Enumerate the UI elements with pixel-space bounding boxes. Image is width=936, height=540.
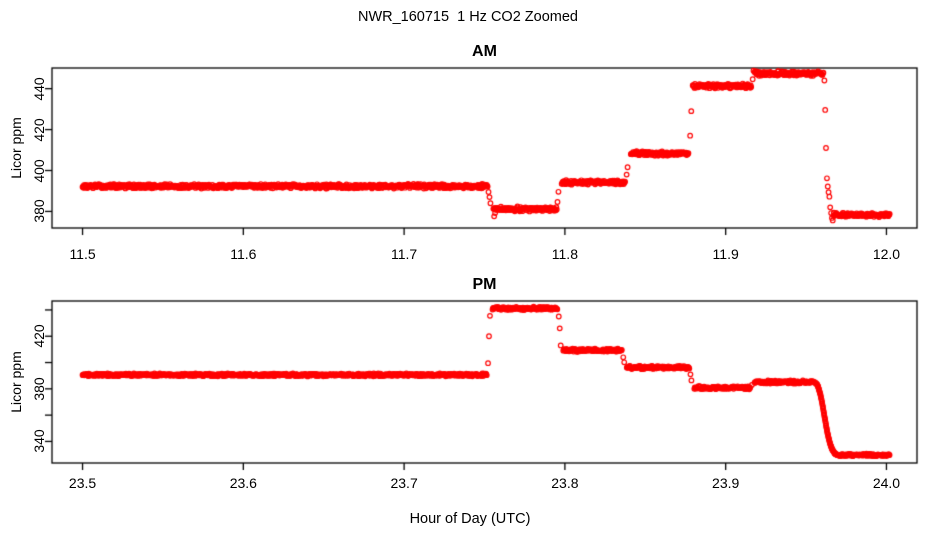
am-y-axis-label: Licor ppm bbox=[8, 117, 24, 179]
am-x-tick-label: 11.5 bbox=[69, 246, 96, 262]
pm-x-tick-label: 23.9 bbox=[712, 475, 740, 491]
am-x-tick-label: 11.8 bbox=[551, 246, 578, 262]
am-x-tick-label: 11.9 bbox=[712, 246, 739, 262]
pm-y-axis-label: Licor ppm bbox=[8, 351, 24, 413]
x-axis-label: Hour of Day (UTC) bbox=[409, 511, 531, 527]
am-y-tick-label: 440 bbox=[31, 76, 47, 101]
pm-x-tick-label: 24.0 bbox=[872, 475, 901, 491]
pm-y-tick-label: 340 bbox=[31, 429, 47, 454]
am-x-tick-label: 11.7 bbox=[391, 246, 418, 262]
am-x-tick-label: 11.6 bbox=[230, 246, 257, 262]
am-y-tick-label: 400 bbox=[31, 158, 47, 183]
figure-title: NWR_160715 1 Hz CO2 Zoomed bbox=[357, 9, 578, 25]
pm-x-tick-label: 23.5 bbox=[68, 475, 97, 491]
pm-x-tick-label: 23.7 bbox=[390, 475, 418, 491]
pm-y-tick-label: 420 bbox=[31, 324, 47, 348]
am-y-tick-label: 380 bbox=[31, 199, 47, 224]
pm-y-tick-label: 380 bbox=[31, 377, 47, 401]
pm-x-tick-label: 23.6 bbox=[229, 475, 257, 491]
pm-x-tick-label: 23.8 bbox=[551, 475, 579, 491]
am-plot-title: AM bbox=[472, 43, 497, 60]
am-y-tick-label: 420 bbox=[31, 117, 47, 142]
pm-plot-title: PM bbox=[472, 276, 497, 293]
am-x-tick-label: 12.0 bbox=[872, 246, 901, 262]
